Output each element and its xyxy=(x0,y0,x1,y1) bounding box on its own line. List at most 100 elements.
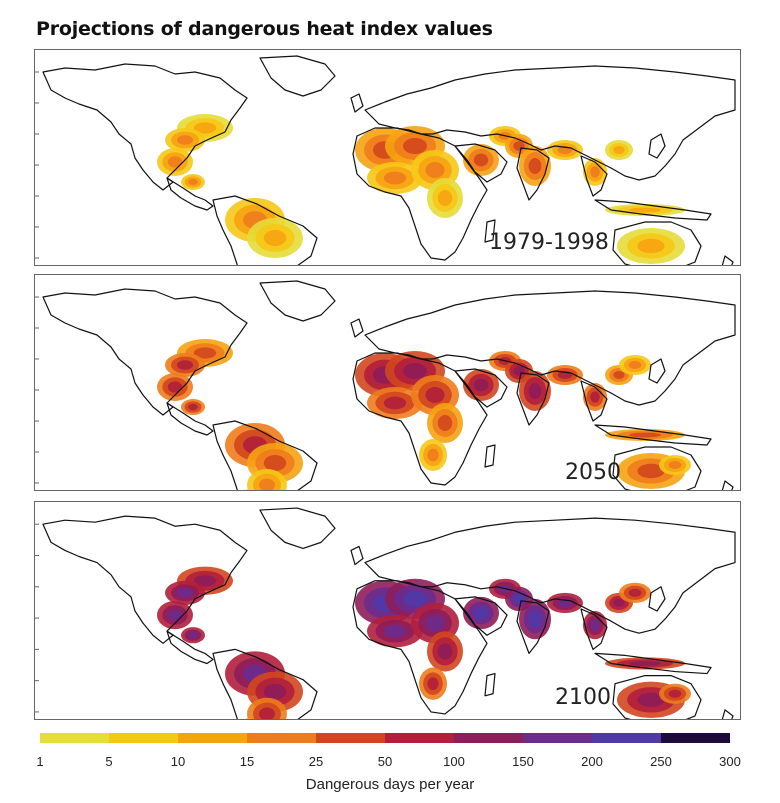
coastline xyxy=(166,630,214,665)
map-panel-2100: 2100 xyxy=(34,501,741,720)
coastline xyxy=(454,368,508,408)
coastline xyxy=(42,515,248,644)
coastline xyxy=(648,133,666,159)
heat-region xyxy=(177,587,193,598)
legend-tick-label: 250 xyxy=(650,754,672,769)
legend-tick-label: 50 xyxy=(377,754,393,769)
coastline xyxy=(580,155,608,197)
heat-region xyxy=(613,146,625,154)
coastline xyxy=(580,608,608,650)
heat-region xyxy=(637,692,665,708)
heat-region xyxy=(427,677,439,691)
legend-tick-label: 25 xyxy=(308,754,324,769)
heat-region xyxy=(188,631,198,639)
heat-region xyxy=(425,615,445,632)
map-title: Projections of dangerous heat index valu… xyxy=(36,18,493,40)
legend-tick-label: 15 xyxy=(239,754,255,769)
legend-color-bar xyxy=(40,733,730,743)
heat-region xyxy=(629,432,661,438)
heat-region xyxy=(403,363,427,379)
heat-region xyxy=(263,683,287,700)
coastline xyxy=(594,424,712,446)
heat-region xyxy=(590,166,600,178)
coastline xyxy=(259,55,336,97)
coastline xyxy=(484,219,496,243)
coastline xyxy=(516,372,550,426)
coastline xyxy=(42,288,248,416)
legend-tick-label: 1 xyxy=(36,754,44,769)
heat-region xyxy=(383,396,407,410)
heat-region xyxy=(177,135,193,145)
legend-tick-label: 200 xyxy=(581,754,603,769)
legend-swatch xyxy=(178,733,247,743)
heat-region xyxy=(590,391,600,403)
heat-region xyxy=(528,611,542,628)
heat-region xyxy=(629,207,661,213)
heat-region xyxy=(167,609,183,621)
coastline xyxy=(166,402,214,436)
world-map xyxy=(35,280,736,490)
heat-region xyxy=(383,624,407,638)
map-panel-2050: 2050 xyxy=(34,274,741,491)
heat-region xyxy=(263,455,287,471)
coastline xyxy=(212,195,318,265)
heat-region xyxy=(425,387,445,403)
coastline xyxy=(352,580,488,715)
world-map xyxy=(35,55,736,265)
period-label: 1979-1998 xyxy=(489,230,609,255)
heat-region xyxy=(437,415,453,431)
legend-swatch xyxy=(592,733,661,743)
heat-region xyxy=(590,619,600,631)
coastline xyxy=(484,444,496,468)
legend-swatch xyxy=(109,733,178,743)
coastline xyxy=(454,596,508,636)
heat-region xyxy=(383,171,407,185)
coastline xyxy=(648,358,666,384)
coastline xyxy=(594,199,712,221)
coastline xyxy=(612,446,702,490)
heat-region xyxy=(513,366,525,376)
legend-tick-label: 300 xyxy=(719,754,741,769)
legend-tick-label: 150 xyxy=(512,754,534,769)
heat-region xyxy=(193,122,217,134)
heat-region xyxy=(528,383,542,399)
coastline xyxy=(648,586,666,612)
heat-region xyxy=(167,156,183,168)
heat-region xyxy=(637,463,665,479)
heat-region xyxy=(437,190,453,206)
heat-region xyxy=(259,707,275,719)
coastline xyxy=(484,672,496,697)
coastline xyxy=(721,709,734,719)
coastline xyxy=(350,318,364,338)
heat-region xyxy=(193,575,217,587)
heat-region xyxy=(263,230,287,246)
heat-region xyxy=(167,381,183,393)
coastline xyxy=(454,143,508,183)
legend-tick-label: 10 xyxy=(170,754,186,769)
legend-tick-labels: 1 5 10 15 25 50 100 150 200 250 300 xyxy=(36,754,740,770)
heat-region xyxy=(473,153,489,167)
period-label: 2050 xyxy=(565,460,621,485)
legend-tick-label: 5 xyxy=(105,754,113,769)
legend-swatch xyxy=(661,733,730,743)
heat-region xyxy=(513,141,525,151)
heat-region xyxy=(259,478,275,490)
coastline xyxy=(350,545,364,566)
coastline xyxy=(352,352,488,486)
period-label: 2100 xyxy=(555,685,611,710)
legend-swatch xyxy=(40,733,109,743)
coastline xyxy=(612,221,702,265)
map-panel-1979-1998: 1979-1998 xyxy=(34,49,741,266)
heat-region xyxy=(188,403,198,411)
coastline xyxy=(516,147,550,201)
coastline xyxy=(259,507,336,550)
coastline xyxy=(212,420,318,490)
heat-region xyxy=(473,606,489,620)
coastline xyxy=(516,600,550,655)
coastline xyxy=(364,290,736,406)
heat-region xyxy=(637,238,665,254)
legend-swatch xyxy=(385,733,454,743)
heat-region xyxy=(427,448,439,462)
heat-region xyxy=(613,598,625,607)
heat-region xyxy=(188,178,198,186)
